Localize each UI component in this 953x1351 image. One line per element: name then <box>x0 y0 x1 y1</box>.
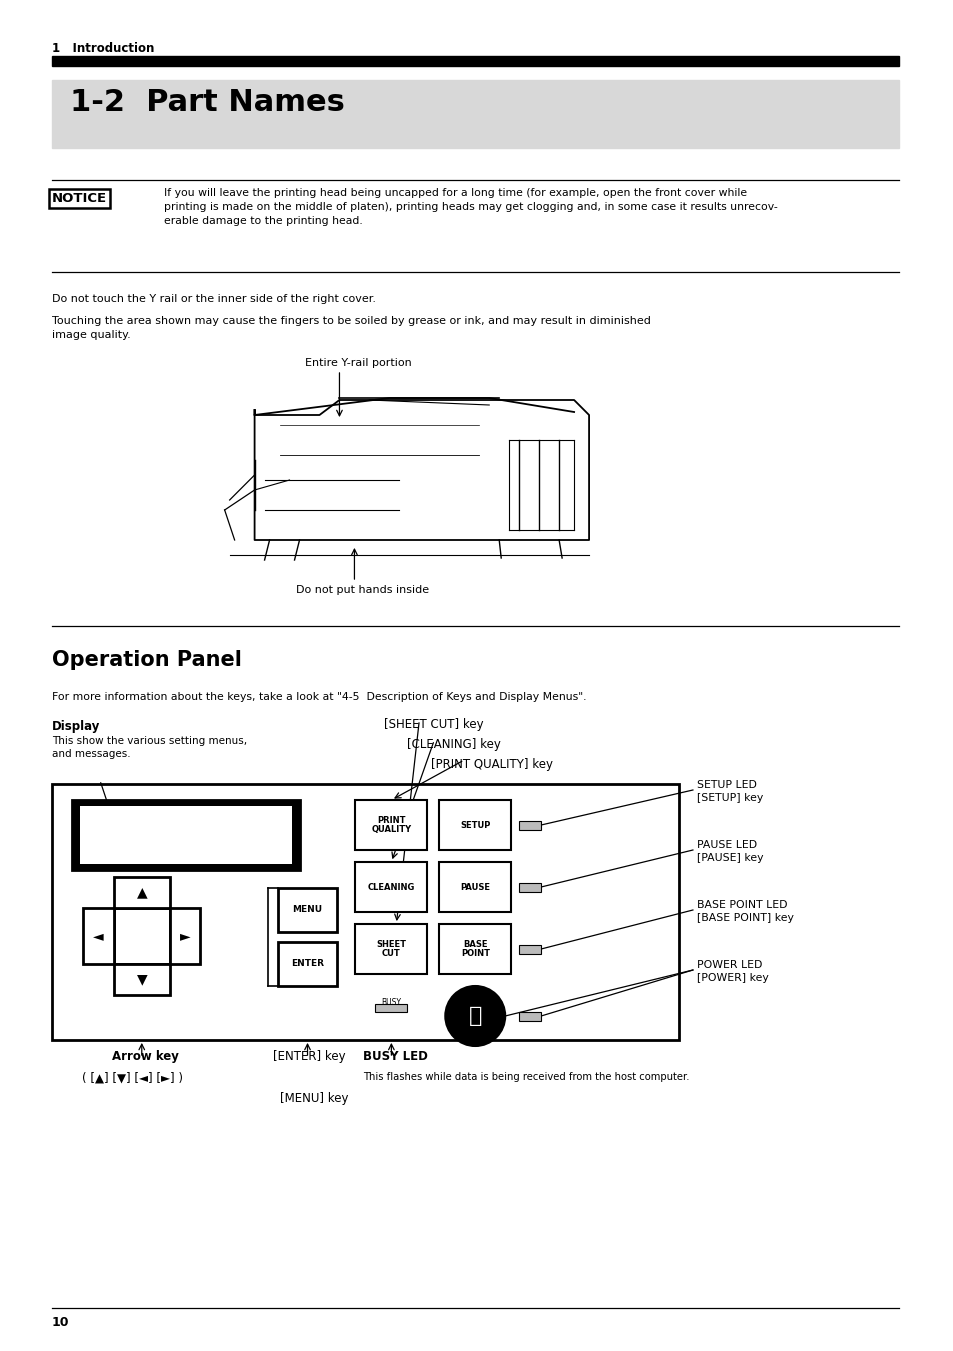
Text: BUSY LED: BUSY LED <box>363 1050 428 1063</box>
Bar <box>51 55 898 66</box>
Bar <box>375 1004 407 1012</box>
Bar <box>355 862 427 912</box>
Text: This show the various setting menus,
and messages.: This show the various setting menus, and… <box>51 736 247 759</box>
Bar <box>113 877 170 908</box>
Text: 1   Introduction: 1 Introduction <box>51 42 154 55</box>
Bar <box>518 884 540 892</box>
Text: 1-2  Part Names: 1-2 Part Names <box>70 88 344 118</box>
Bar <box>438 800 511 850</box>
Bar <box>71 800 299 870</box>
Text: 10: 10 <box>51 1316 70 1329</box>
Text: PRINT
QUALITY: PRINT QUALITY <box>371 816 411 835</box>
Text: SETUP LED
[SETUP] key: SETUP LED [SETUP] key <box>697 780 762 804</box>
Text: MENU: MENU <box>293 905 322 915</box>
Text: NOTICE: NOTICE <box>51 192 107 205</box>
Text: PAUSE LED
[PAUSE] key: PAUSE LED [PAUSE] key <box>697 840 762 863</box>
Text: POWER LED
[POWER] key: POWER LED [POWER] key <box>697 961 768 984</box>
Text: CLEANING: CLEANING <box>367 882 415 892</box>
Text: [SHEET CUT] key: [SHEET CUT] key <box>384 717 483 731</box>
Bar <box>83 908 113 965</box>
Text: Display: Display <box>51 720 100 734</box>
Text: ENTER: ENTER <box>291 959 324 969</box>
Bar <box>113 908 170 965</box>
Text: For more information about the keys, take a look at "4-5  Description of Keys an: For more information about the keys, tak… <box>51 692 586 703</box>
Text: This flashes while data is being received from the host computer.: This flashes while data is being receive… <box>363 1071 689 1082</box>
Bar <box>518 821 540 830</box>
Text: ⏻: ⏻ <box>468 1006 481 1025</box>
Text: ▲: ▲ <box>136 886 147 900</box>
Text: Do not touch the Y rail or the inner side of the right cover.: Do not touch the Y rail or the inner sid… <box>51 295 375 304</box>
Text: [PRINT QUALITY] key: [PRINT QUALITY] key <box>431 758 553 771</box>
Text: BUSY: BUSY <box>381 998 401 1006</box>
Bar <box>355 924 427 974</box>
Text: SHEET
CUT: SHEET CUT <box>376 940 406 958</box>
Text: ►: ► <box>179 929 191 943</box>
Text: BASE
POINT: BASE POINT <box>460 940 489 958</box>
Text: ◄: ◄ <box>93 929 104 943</box>
Bar <box>438 924 511 974</box>
Bar <box>355 800 427 850</box>
Bar <box>51 784 679 1040</box>
Bar <box>80 807 292 865</box>
Text: ( [▲] [▼] [◄] [►] ): ( [▲] [▼] [◄] [►] ) <box>82 1071 183 1085</box>
Text: BASE POINT LED
[BASE POINT] key: BASE POINT LED [BASE POINT] key <box>697 900 793 923</box>
Text: [MENU] key: [MENU] key <box>279 1092 348 1105</box>
Text: PAUSE: PAUSE <box>459 882 490 892</box>
Bar <box>277 888 337 932</box>
Text: [ENTER] key: [ENTER] key <box>273 1050 345 1063</box>
Bar <box>170 908 200 965</box>
Bar <box>438 862 511 912</box>
Text: Arrow key: Arrow key <box>112 1050 178 1063</box>
Text: [CLEANING] key: [CLEANING] key <box>407 738 500 751</box>
Text: If you will leave the printing head being uncapped for a long time (for example,: If you will leave the printing head bein… <box>164 188 777 226</box>
Bar <box>113 965 170 994</box>
Circle shape <box>445 986 505 1046</box>
Bar <box>51 80 898 149</box>
Bar <box>518 944 540 954</box>
Bar <box>518 1012 540 1021</box>
Text: ▼: ▼ <box>136 973 147 986</box>
Text: Do not put hands inside: Do not put hands inside <box>295 585 428 594</box>
Text: Operation Panel: Operation Panel <box>51 650 241 670</box>
Text: SETUP: SETUP <box>459 820 490 830</box>
Bar <box>277 942 337 986</box>
Text: Entire Y-rail portion: Entire Y-rail portion <box>304 358 411 367</box>
Text: Touching the area shown may cause the fingers to be soiled by grease or ink, and: Touching the area shown may cause the fi… <box>51 316 650 340</box>
